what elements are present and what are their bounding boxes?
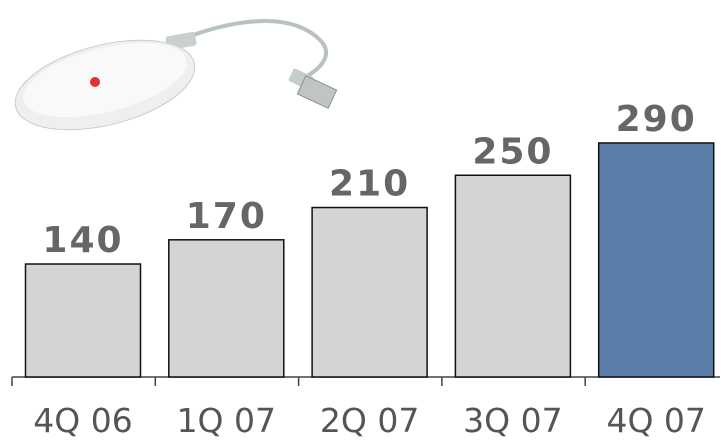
value-label: 170	[186, 196, 267, 237]
bar	[24, 263, 142, 378]
usb-modem-picture	[14, 19, 338, 131]
bar	[454, 174, 572, 378]
value-label: 140	[42, 220, 123, 261]
bar	[311, 206, 428, 378]
value-label: 250	[472, 131, 553, 172]
value-label: 290	[616, 99, 697, 140]
value-label: 210	[329, 164, 410, 205]
x-tick-label: 1Q 07	[177, 401, 276, 440]
bar	[597, 142, 715, 378]
x-tick-label: 2Q 07	[320, 401, 419, 440]
x-tick-label: 4Q 07	[606, 401, 705, 440]
x-tick-label: 3Q 07	[463, 401, 562, 440]
bar	[168, 239, 285, 378]
x-tick-label: 4Q 06	[33, 401, 132, 440]
